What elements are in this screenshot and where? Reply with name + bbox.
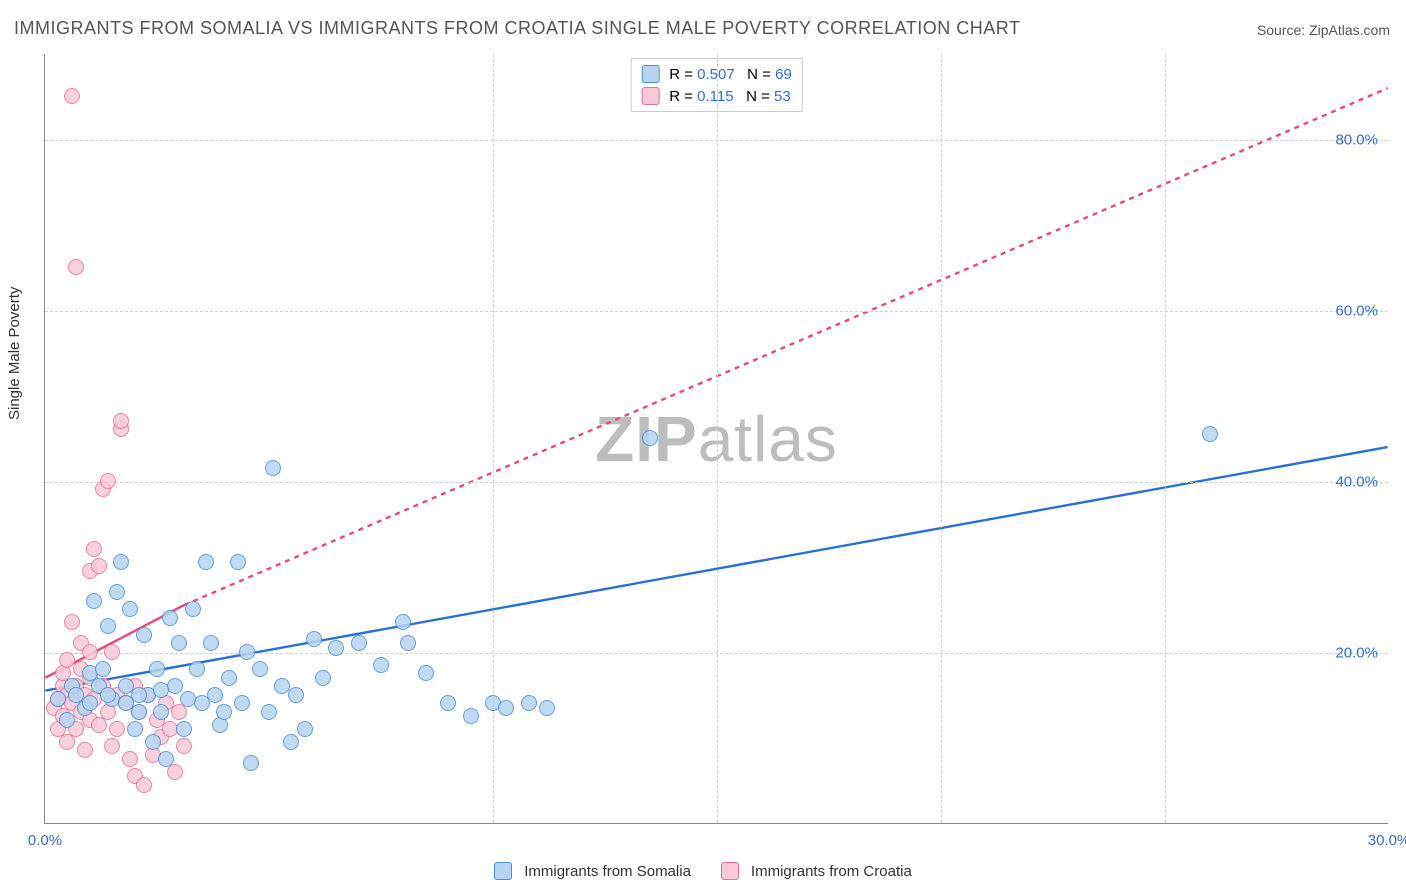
legend-label: Immigrants from Somalia bbox=[524, 863, 691, 880]
legend-label: Immigrants from Croatia bbox=[751, 863, 912, 880]
data-point bbox=[642, 430, 658, 446]
data-point bbox=[149, 661, 165, 677]
y-tick: 40.0% bbox=[1335, 473, 1378, 490]
data-point bbox=[521, 695, 537, 711]
data-point bbox=[122, 751, 138, 767]
data-point bbox=[400, 635, 416, 651]
data-point bbox=[498, 700, 514, 716]
data-point bbox=[91, 558, 107, 574]
y-tick: 80.0% bbox=[1335, 131, 1378, 148]
source-label: Source: ZipAtlas.com bbox=[1257, 22, 1390, 38]
data-point bbox=[153, 704, 169, 720]
legend-stats: R = 0.507 N = 69 bbox=[669, 66, 792, 83]
gridline-v bbox=[717, 54, 718, 823]
data-point bbox=[162, 610, 178, 626]
data-point bbox=[243, 755, 259, 771]
data-point bbox=[68, 259, 84, 275]
legend-swatch bbox=[494, 862, 512, 880]
data-point bbox=[95, 661, 111, 677]
data-point bbox=[64, 614, 80, 630]
chart-title: IMMIGRANTS FROM SOMALIA VS IMMIGRANTS FR… bbox=[14, 18, 1020, 39]
data-point bbox=[418, 665, 434, 681]
data-point bbox=[373, 657, 389, 673]
data-point bbox=[328, 640, 344, 656]
data-point bbox=[100, 687, 116, 703]
data-point bbox=[59, 712, 75, 728]
data-point bbox=[221, 670, 237, 686]
legend-swatch bbox=[641, 87, 659, 105]
data-point bbox=[113, 413, 129, 429]
data-point bbox=[239, 644, 255, 660]
data-point bbox=[252, 661, 268, 677]
data-point bbox=[145, 734, 161, 750]
data-point bbox=[59, 652, 75, 668]
data-point bbox=[86, 541, 102, 557]
data-point bbox=[216, 704, 232, 720]
data-point bbox=[180, 691, 196, 707]
data-point bbox=[109, 721, 125, 737]
data-point bbox=[86, 593, 102, 609]
y-tick: 20.0% bbox=[1335, 644, 1378, 661]
data-point bbox=[122, 601, 138, 617]
data-point bbox=[230, 554, 246, 570]
data-point bbox=[109, 584, 125, 600]
legend-item: Immigrants from Croatia bbox=[721, 862, 912, 880]
x-tick: 30.0% bbox=[1368, 832, 1406, 849]
data-point bbox=[261, 704, 277, 720]
data-point bbox=[136, 627, 152, 643]
gridline-v bbox=[941, 54, 942, 823]
data-point bbox=[158, 751, 174, 767]
data-point bbox=[104, 738, 120, 754]
gridline-v bbox=[1165, 54, 1166, 823]
y-axis-label: Single Male Poverty bbox=[6, 287, 23, 420]
data-point bbox=[539, 700, 555, 716]
data-point bbox=[1202, 426, 1218, 442]
data-point bbox=[131, 687, 147, 703]
data-point bbox=[297, 721, 313, 737]
legend-swatch bbox=[721, 862, 739, 880]
data-point bbox=[203, 635, 219, 651]
data-point bbox=[176, 721, 192, 737]
series-legend: Immigrants from Somalia Immigrants from C… bbox=[0, 862, 1406, 880]
data-point bbox=[113, 554, 129, 570]
data-point bbox=[127, 721, 143, 737]
data-point bbox=[171, 635, 187, 651]
data-point bbox=[50, 691, 66, 707]
data-point bbox=[306, 631, 322, 647]
x-tick: 0.0% bbox=[28, 832, 62, 849]
data-point bbox=[82, 695, 98, 711]
data-point bbox=[176, 738, 192, 754]
data-point bbox=[395, 614, 411, 630]
y-tick: 60.0% bbox=[1335, 302, 1378, 319]
data-point bbox=[283, 734, 299, 750]
data-point bbox=[207, 687, 223, 703]
legend-stats: R = 0.115 N = 53 bbox=[669, 88, 791, 105]
legend-item: Immigrants from Somalia bbox=[494, 862, 691, 880]
data-point bbox=[265, 460, 281, 476]
scatter-plot: ZIPatlas R = 0.507 N = 69R = 0.115 N = 5… bbox=[44, 54, 1388, 824]
data-point bbox=[77, 742, 93, 758]
data-point bbox=[440, 695, 456, 711]
data-point bbox=[64, 88, 80, 104]
data-point bbox=[131, 704, 147, 720]
data-point bbox=[185, 601, 201, 617]
data-point bbox=[463, 708, 479, 724]
data-point bbox=[100, 473, 116, 489]
data-point bbox=[153, 682, 169, 698]
data-point bbox=[288, 687, 304, 703]
legend-swatch bbox=[641, 65, 659, 83]
data-point bbox=[234, 695, 250, 711]
data-point bbox=[136, 777, 152, 793]
data-point bbox=[351, 635, 367, 651]
data-point bbox=[104, 644, 120, 660]
data-point bbox=[100, 618, 116, 634]
data-point bbox=[82, 644, 98, 660]
data-point bbox=[198, 554, 214, 570]
data-point bbox=[315, 670, 331, 686]
data-point bbox=[189, 661, 205, 677]
